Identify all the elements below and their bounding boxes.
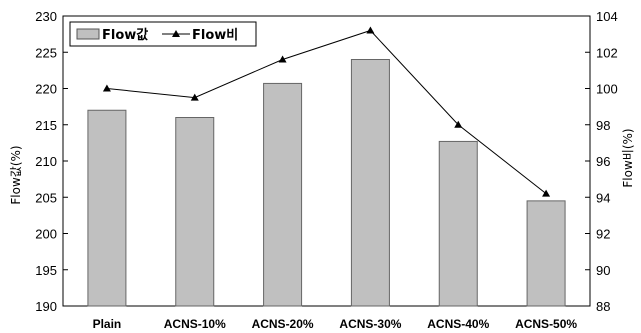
x-tick-label: Plain	[93, 317, 122, 331]
legend-triangle-icon	[172, 30, 180, 37]
x-tick-label: ACNS-30%	[339, 317, 401, 331]
y-tick-label-right: 90	[596, 263, 610, 278]
line-point	[102, 84, 111, 92]
y-tick-label-right: 98	[596, 118, 610, 133]
y-tick-label-left: 200	[35, 227, 57, 242]
y-tick-label-right: 100	[596, 82, 618, 97]
y-axis-label-right: Flow비(%)	[621, 128, 635, 187]
y-tick-label-right: 92	[596, 227, 610, 242]
axes	[62, 15, 591, 307]
y-tick-label-left: 210	[35, 154, 57, 169]
legend-bar-swatch	[76, 28, 100, 40]
x-tick-label: ACNS-10%	[164, 317, 226, 331]
line-point	[278, 55, 287, 63]
x-tick-label: ACNS-40%	[427, 317, 489, 331]
y-tick-label-right: 102	[596, 45, 618, 60]
bar	[87, 109, 127, 307]
bar-series	[87, 59, 566, 307]
y-tick-label-left: 190	[35, 299, 57, 314]
y-tick-label-right: 94	[596, 190, 610, 205]
y-tick-label-right: 88	[596, 299, 610, 314]
y-tick-label-right: 104	[596, 9, 618, 24]
bar	[438, 140, 478, 307]
bar	[526, 200, 566, 307]
y-tick-label-left: 220	[35, 82, 57, 97]
bar	[175, 117, 215, 307]
series-line	[106, 29, 547, 195]
line-point	[366, 26, 375, 34]
bar	[350, 59, 390, 307]
y-tick-label-left: 230	[35, 9, 57, 24]
plot-frame	[62, 15, 591, 307]
line-series	[102, 26, 551, 197]
x-tick-label: ACNS-50%	[515, 317, 577, 331]
y-tick-label-left: 215	[35, 118, 57, 133]
y-axis-label-left: Flow값(%)	[9, 145, 23, 204]
x-tick-label: ACNS-20%	[252, 317, 314, 331]
line-point	[542, 189, 551, 197]
legend-bar-label: Flow값	[102, 27, 148, 43]
legend-line-label: Flow비	[192, 28, 238, 43]
legend: Flow값 Flow비	[69, 21, 257, 47]
y-tick-label-left: 205	[35, 190, 57, 205]
y-tick-label-left: 225	[35, 45, 57, 60]
bar	[263, 82, 303, 307]
y-tick-label-left: 195	[35, 263, 57, 278]
legend-box	[69, 21, 257, 47]
line-point	[190, 93, 199, 101]
y-tick-label-right: 96	[596, 154, 610, 169]
tick-labels: 190 195 200 205 210 215 220 225 230 88 90 92 94 96 98 1…	[35, 9, 617, 331]
line-point	[454, 120, 463, 128]
